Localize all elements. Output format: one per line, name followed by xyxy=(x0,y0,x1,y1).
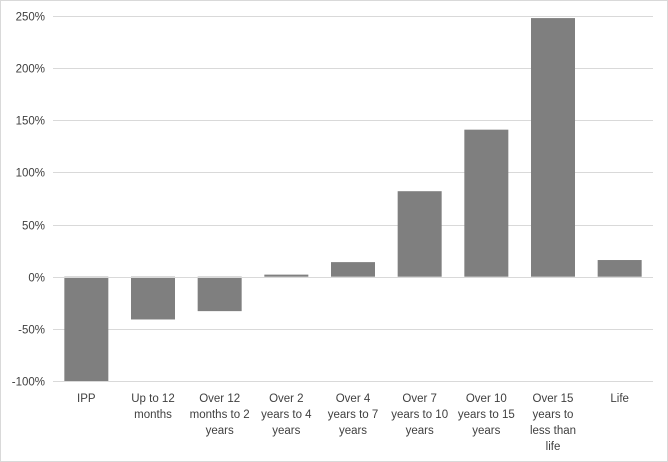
bars xyxy=(64,18,642,381)
bar xyxy=(331,262,375,277)
x-category-label: Up to 12 months xyxy=(131,393,174,421)
y-tick-label: 50% xyxy=(22,221,45,233)
y-tick-label: -100% xyxy=(12,377,45,389)
x-category-label: Over 7 years to 10 years xyxy=(391,393,448,437)
y-tick-label: 0% xyxy=(28,273,45,285)
bar xyxy=(597,260,642,277)
bar xyxy=(531,18,575,277)
bar xyxy=(131,276,175,320)
x-category-label: Over 12 months to 2 years xyxy=(190,393,250,437)
x-category-label: IPP xyxy=(77,393,96,405)
y-tick-label: -50% xyxy=(18,325,45,337)
y-tick-label: 200% xyxy=(16,64,45,76)
bar xyxy=(264,274,309,277)
bar xyxy=(64,276,109,381)
bar xyxy=(197,276,242,312)
x-category-label: Over 2 years to 4 years xyxy=(261,393,312,437)
x-axis-category-labels: IPP Up to 12 months Over 12 months to 2 years… xyxy=(77,393,629,453)
x-category-label: Life xyxy=(610,393,629,405)
x-category-label: Over 15 years to less than life xyxy=(530,393,576,453)
x-category-label: Over 10 years to 15 years xyxy=(458,393,515,437)
y-tick-label: 150% xyxy=(16,116,45,128)
bar xyxy=(464,129,509,277)
x-category-label: Over 4 years to 7 years xyxy=(328,393,379,437)
y-axis-tick-labels: -100% -50% 0% 50% 100% 150% 200% 250% xyxy=(12,12,45,389)
y-tick-label: 250% xyxy=(16,12,45,24)
y-tick-label: 100% xyxy=(16,168,45,180)
bar xyxy=(397,191,442,277)
gridlines xyxy=(53,16,653,382)
